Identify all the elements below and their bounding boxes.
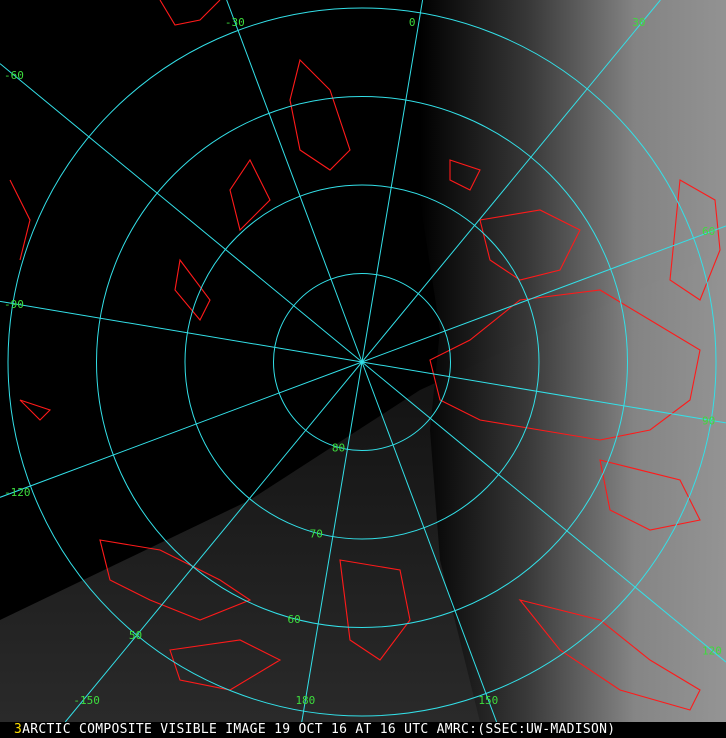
latitude-label: 80 (332, 442, 345, 455)
latitude-label: 70 (310, 527, 323, 540)
grid-labels: 80 70 60 50 0 30 60 90 120 150 180 -150 -120 -90 -60 -3… (4, 16, 722, 707)
latitude-circle-60 (96, 96, 628, 628)
longitude-label: 0 (409, 16, 416, 29)
longitude-label: 60 (702, 225, 715, 238)
longitude-label: -150 (73, 694, 100, 707)
latitude-circle-50 (7, 7, 717, 717)
image-caption: 3ARCTIC COMPOSITE VISIBLE IMAGE 19 OCT 1… (0, 722, 726, 738)
meridian--90 (0, 300, 363, 363)
longitude-label: -120 (4, 486, 31, 499)
map-canvas: 80 70 60 50 0 30 60 90 120 150 180 -150 -120 -90 -60 -3… (0, 0, 726, 722)
longitude-label: 90 (702, 415, 715, 428)
meridian--120 (0, 361, 363, 498)
longitude-label: -90 (4, 298, 24, 311)
longitude-label: -30 (225, 16, 245, 29)
latitude-circle-70 (184, 184, 540, 540)
meridian-180 (301, 361, 363, 722)
meridian-60 (361, 225, 726, 363)
longitude-label: 30 (632, 16, 645, 29)
cloud-field (420, 0, 726, 722)
longitude-label: -60 (4, 69, 24, 82)
longitude-label: 120 (702, 645, 722, 658)
longitude-label: 150 (478, 694, 498, 707)
coastlines (9, 0, 721, 711)
meridian-90 (361, 361, 726, 424)
meridian--60 (0, 63, 363, 363)
latitude-label: 60 (288, 613, 301, 626)
meridian--150 (64, 361, 363, 722)
meridian--30 (226, 0, 363, 363)
meridian-0 (361, 0, 424, 363)
longitude-label: 180 (295, 694, 315, 707)
meridian-120 (361, 361, 726, 663)
meridian-150 (361, 361, 498, 722)
lat-lon-grid (0, 0, 726, 722)
meridian-30 (361, 0, 661, 363)
latitude-label: 50 (129, 629, 142, 642)
caption-text: ARCTIC COMPOSITE VISIBLE IMAGE 19 OCT 16… (22, 722, 616, 737)
frame-number: 3 (14, 722, 23, 737)
latitude-circle-80 (273, 273, 451, 451)
